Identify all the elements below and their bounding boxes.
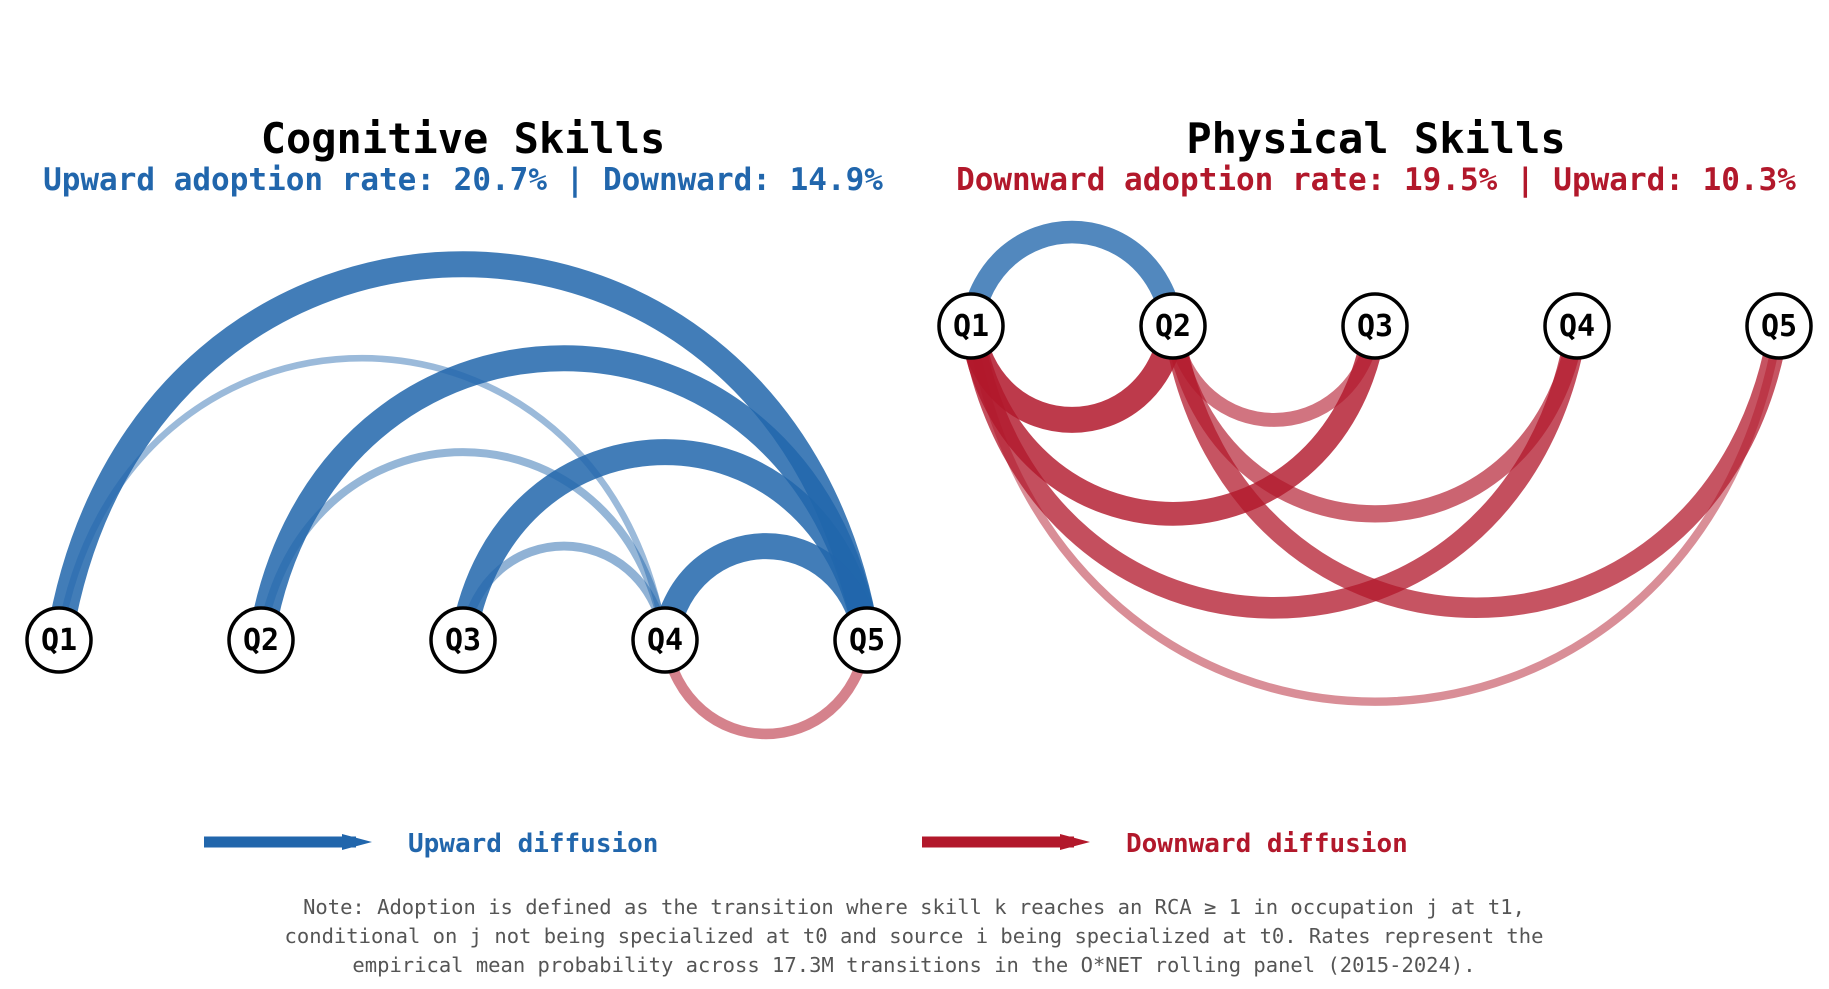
flow-arc-cognitive-q3-to-q5 — [450, 439, 880, 653]
cognitive-skills-panel: Cognitive Skills Upward adoption rate: 2… — [25, 114, 901, 740]
flow-arc-cognitive-q3-to-q4 — [458, 541, 670, 645]
legend-item-downward: Downward diffusion — [922, 829, 1408, 859]
node-label-cognitive-q2: Q2 — [243, 623, 279, 658]
node-cognitive-q2 — [227, 606, 295, 674]
legend-label-downward: Downward diffusion — [1126, 829, 1408, 859]
node-label-physical-q3: Q3 — [1357, 309, 1393, 344]
legend: Upward diffusion Downward diffusion — [204, 829, 1408, 859]
physical-flow-arcs — [958, 220, 1790, 706]
flow-arc-cognitive-q2-to-q5 — [248, 345, 880, 653]
node-label-cognitive-q5: Q5 — [849, 623, 885, 658]
node-label-physical-q4: Q4 — [1559, 309, 1595, 344]
physical-skills-panel: Physical Skills Downward adoption rate: … — [937, 114, 1813, 706]
node-cognitive-q1 — [25, 606, 93, 674]
node-label-cognitive-q1: Q1 — [41, 623, 77, 658]
upward-arrowhead-icon — [342, 834, 372, 850]
node-cognitive-q4 — [631, 606, 699, 674]
figure-note: Note: Adoption is defined as the transit… — [214, 893, 1614, 980]
node-cognitive-q5 — [833, 606, 901, 674]
note-line: empirical mean probability across 17.3M … — [352, 953, 1476, 977]
flow-arc-physical-q5-to-q2 — [1162, 315, 1790, 619]
node-label-physical-q1: Q1 — [953, 309, 989, 344]
flow-arc-cognitive-q2-to-q4 — [257, 448, 669, 644]
flow-arc-cognitive-q1-to-q4 — [55, 354, 669, 644]
physical-nodes: Q1 Q2 Q3 Q4 Q5 — [937, 292, 1813, 360]
node-physical-q3 — [1341, 292, 1409, 360]
cognitive-panel-title: Cognitive Skills — [261, 114, 666, 163]
flow-arc-physical-q5-to-q1 — [966, 321, 1784, 706]
node-label-cognitive-q3: Q3 — [445, 623, 481, 658]
node-label-physical-q5: Q5 — [1761, 309, 1797, 344]
flow-arc-cognitive-q1-to-q5 — [46, 251, 880, 653]
node-physical-q4 — [1543, 292, 1611, 360]
legend-label-upward: Upward diffusion — [408, 829, 658, 859]
note-line: conditional on j not being specialized a… — [284, 924, 1544, 948]
downward-arrowhead-icon — [1060, 834, 1090, 850]
cognitive-nodes: Q1 Q2 Q3 Q4 Q5 — [25, 606, 901, 674]
node-physical-q5 — [1745, 292, 1813, 360]
flow-arc-physical-q1-to-q2 — [959, 220, 1185, 338]
physical-panel-title: Physical Skills — [1186, 114, 1565, 163]
cognitive-flow-arcs — [46, 251, 880, 740]
flow-arc-physical-q4-to-q1 — [960, 315, 1588, 619]
physical-panel-subtitle: Downward adoption rate: 19.5% | Upward: … — [956, 162, 1796, 198]
flow-arc-cognitive-q5-to-q4 — [659, 634, 873, 740]
node-label-cognitive-q4: Q4 — [647, 623, 683, 658]
node-physical-q1 — [937, 292, 1005, 360]
node-label-physical-q2: Q2 — [1155, 309, 1191, 344]
legend-item-upward: Upward diffusion — [204, 829, 658, 859]
flow-arc-cognitive-q4-to-q5 — [652, 533, 880, 653]
cognitive-panel-subtitle: Upward adoption rate: 20.7% | Downward: … — [43, 162, 883, 198]
node-cognitive-q3 — [429, 606, 497, 674]
note-line: Note: Adoption is defined as the transit… — [303, 895, 1525, 919]
node-physical-q2 — [1139, 292, 1207, 360]
